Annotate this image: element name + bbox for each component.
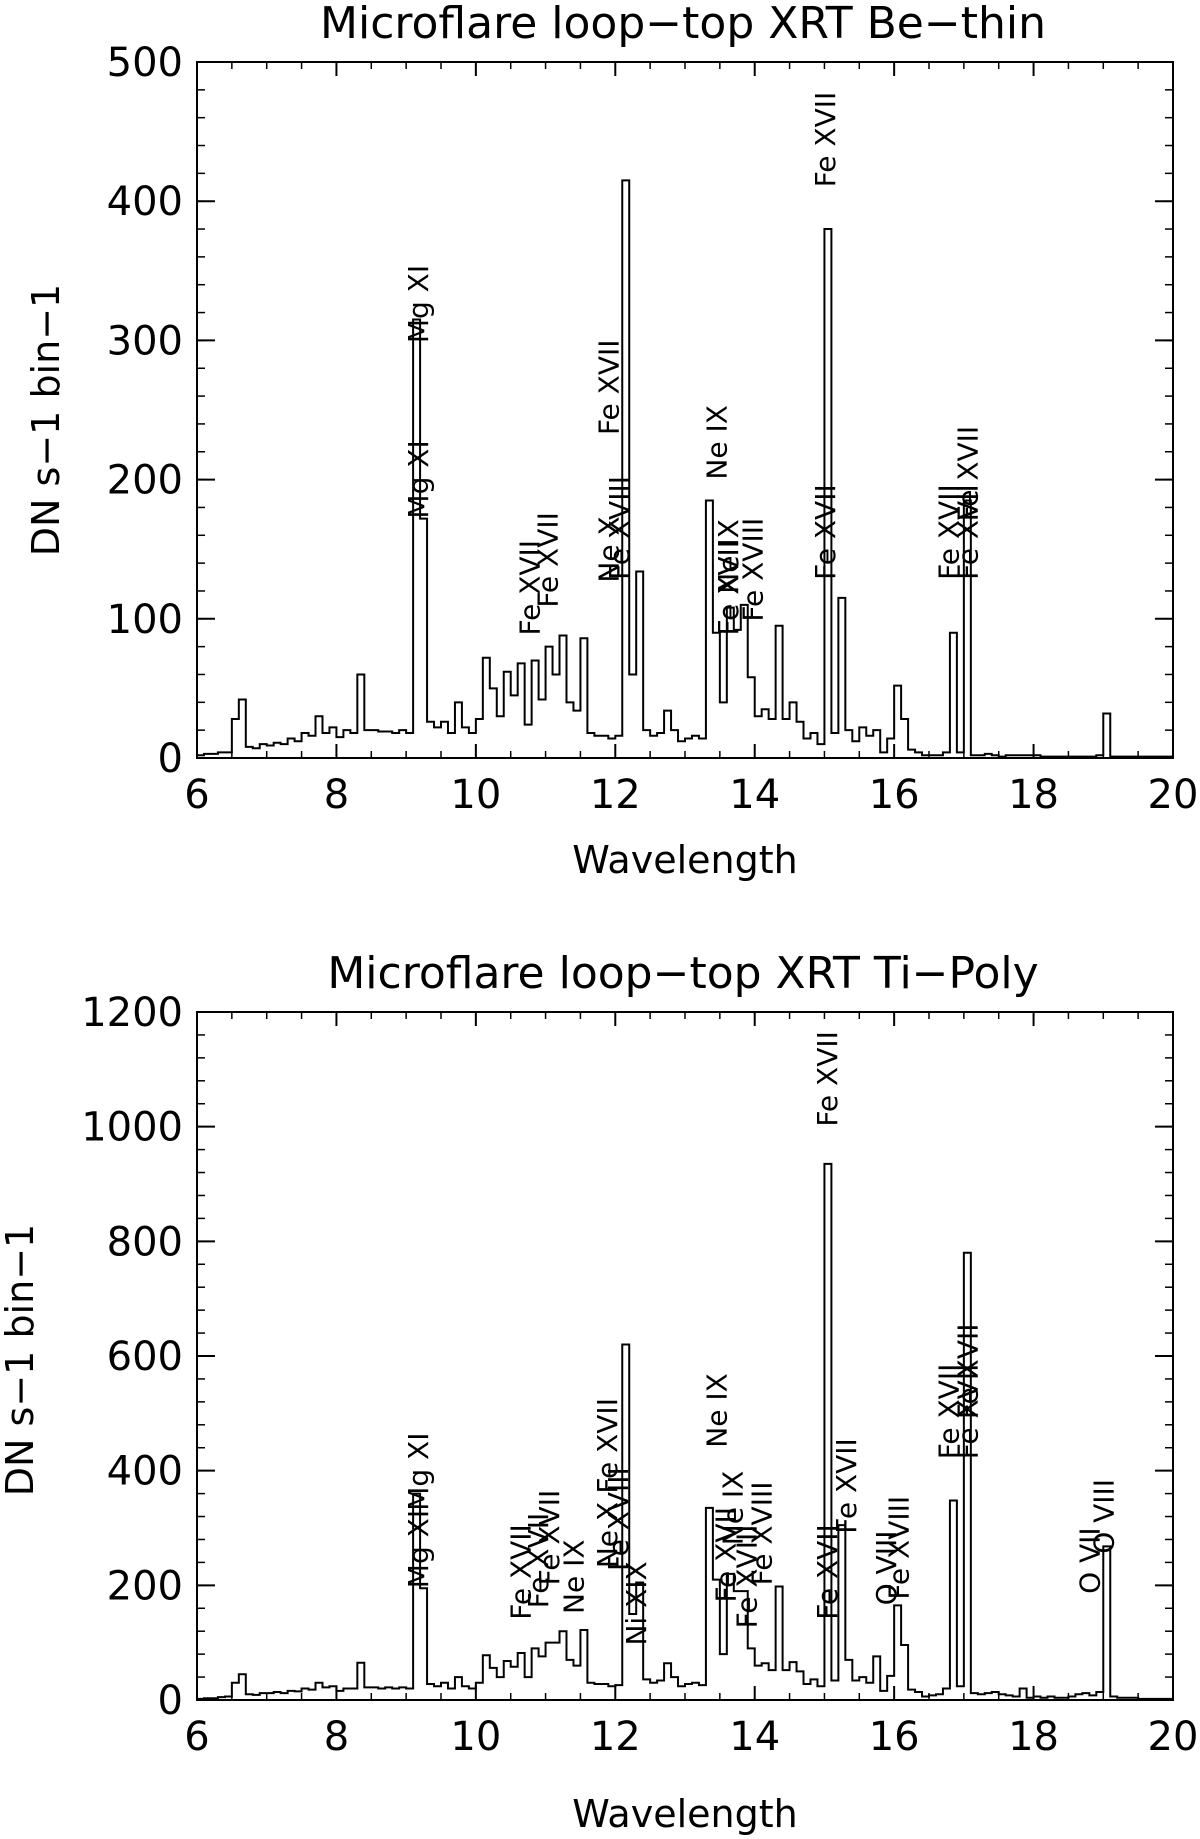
line-id-label: Fe XVIII [882,1496,915,1600]
x-axis-ticks: 6 8 10 12 14 16 18 20 [184,62,1198,818]
y-axis-label: DN s−1 bin−1 [24,284,68,556]
line-id-label: Fe XVII [933,484,966,580]
line-id-label: Ne IX [700,405,733,480]
line-id-label: Fe XVII [811,1031,844,1127]
x-axis-label: Wavelength [572,1792,797,1836]
x-tick-label: 10 [450,772,501,818]
y-axis-ticks: 0 200 400 600 800 1000 1200 [81,990,1173,1724]
y-tick-label: 300 [107,318,183,364]
plot-frame [196,1011,1174,1701]
y-tick-label: 0 [158,1678,183,1724]
x-tick-label: 12 [590,1714,641,1760]
line-id-label: Fe XVII [514,540,547,636]
x-axis-ticks: 6 8 10 12 14 16 18 20 [184,1012,1198,1760]
y-tick-label: 500 [107,40,183,86]
line-id-label: Ne IX [716,1471,749,1546]
line-id-label: O VIII [870,1531,903,1606]
line-id-label: Ne X [591,1502,624,1568]
chart-title: Microflare loop−top XRT Be−thin [320,0,1046,49]
line-id-label: Fe XVII [522,1513,555,1609]
line-id-label: Fe XVII [709,1507,742,1603]
line-id-label: Fe XVII [809,484,842,580]
x-tick-label: 6 [184,1714,209,1760]
line-id-label: Fe XVII [712,540,745,636]
x-tick-label: 12 [590,772,641,818]
line-id-label: Mg XI [402,440,435,518]
series-line [197,1162,1173,1700]
line-id-label: Fe XVIII [602,1467,635,1571]
line-id-label: Fe XVII [533,1490,566,1586]
line-id-label: Fe XVII [951,484,984,580]
y-tick-label: 200 [107,458,183,504]
y-tick-label: 0 [158,736,183,782]
line-id-label: Mg XI [402,1433,435,1511]
x-tick-label: 16 [869,772,920,818]
line-id-label: Mg XI [402,265,435,343]
y-tick-label: 1200 [81,990,183,1036]
line-id-label: Ne X [592,516,625,582]
chart-be-thin: Microflare loop−top XRT Be−thin 6 8 10 12 14… [24,0,1198,882]
line-id-label: Ne IX [557,1539,590,1614]
plot-frame [196,61,1174,759]
line-id-label: Fe XVII [951,1324,984,1420]
line-id-label: Fe XVII [811,1524,844,1620]
line-id-label: Fe XVIII [603,476,636,580]
x-tick-label: 20 [1148,1714,1199,1760]
line-id-label: Ne IX [712,519,745,594]
y-axis-label: DN s−1 bin−1 [0,1224,42,1496]
y-tick-label: 400 [107,179,183,225]
x-tick-label: 8 [324,1714,349,1760]
line-id-label: Fe XVII [951,1364,984,1460]
line-id-label: O VII [1073,1527,1106,1594]
chart-ti-poly: Microflare loop−top XRT Ti−Poly 6 8 10 12 14… [0,948,1198,1836]
x-tick-label: 18 [1008,772,1059,818]
line-id-label: Fe XVII [933,1364,966,1460]
line-id-label: Fe XVII [830,1438,863,1534]
y-tick-label: 100 [107,597,183,643]
y-tick-label: 400 [107,1449,183,1495]
line-id-label: Fe XVIII [746,1482,779,1586]
x-tick-label: 6 [184,772,209,818]
y-tick-label: 800 [107,1219,183,1265]
line-id-label: Fe XVII [532,512,565,608]
x-tick-label: 10 [450,1714,501,1760]
line-id-label: Mg XI [402,1510,435,1588]
line-id-label: Fe XVII [504,1524,537,1620]
x-tick-label: 14 [729,1714,780,1760]
chart-title: Microflare loop−top XRT Ti−Poly [327,948,1038,999]
line-id-label: O VIII [1087,1479,1120,1554]
line-id-label: Fe XVII [809,92,842,188]
y-tick-label: 600 [107,1334,183,1380]
y-axis-ticks: 0 100 200 300 400 500 [107,40,1173,782]
x-tick-label: 8 [324,772,349,818]
x-tick-label: 18 [1008,1714,1059,1760]
line-id-label: Ni XIX [620,1561,653,1645]
line-id-label: Fe XVII [951,426,984,522]
line-id-label: Fe XVII [592,339,625,435]
x-tick-label: 16 [869,1714,920,1760]
line-id-label: Fe XVIII [730,1525,763,1629]
y-tick-label: 1000 [81,1105,183,1151]
x-axis-label: Wavelength [572,838,797,882]
line-id-label: Fe XVIII [737,518,770,622]
x-tick-label: 20 [1148,772,1199,818]
x-tick-label: 14 [729,772,780,818]
series-line [197,179,1173,758]
y-tick-label: 200 [107,1563,183,1609]
line-id-label: Ne IX [700,1373,733,1448]
line-id-label: Fe XVII [591,1398,624,1494]
